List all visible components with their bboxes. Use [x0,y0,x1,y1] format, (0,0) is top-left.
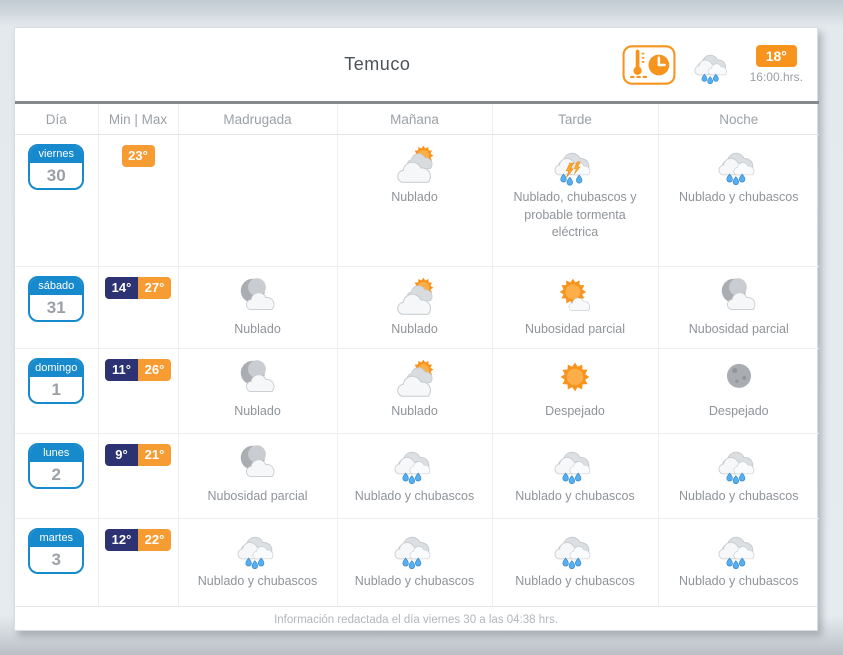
rain-icon [338,441,492,485]
rain-icon [493,526,658,570]
rain-icon [692,46,734,84]
forecast-cell: Nubosidad parcial [493,267,658,339]
forecast-cell: Despejado [659,349,820,421]
sun-cloud-icon [338,356,492,400]
forecast-cell: Nublado y chubascos [659,135,820,207]
storm-icon [493,142,658,186]
moon-cloud-icon [179,441,337,485]
forecast-row-sabado: sábado 31 14° 27° Nublado Nublado Nubosida… [15,266,820,349]
forecast-cell: Nublado y chubascos [338,434,492,506]
forecast-cell: Nublado y chubascos [338,519,492,591]
sun-cloud-icon [338,142,492,186]
current-temp-block: 18° 16:00.hrs. [750,45,803,84]
max-temp: 22° [138,529,171,551]
current-time-label: 16:00.hrs. [749,70,803,84]
max-temp: 23° [121,145,155,167]
rain-icon [659,526,820,570]
max-temp: 27° [138,277,171,299]
moon-cloud-icon [659,274,820,318]
column-header-manana: Mañana [336,101,492,135]
day-badge: sábado 31 [28,276,85,322]
minmax-badge: 14° 27° [105,277,171,299]
rain-icon [338,526,492,570]
forecast-cell: Despejado [493,349,658,421]
city-title: Temuco [344,54,411,74]
min-temp: 9° [105,444,138,466]
widget-header: Temuco 18° 16:00.hrs. [15,28,817,101]
min-temp: 12° [105,529,138,551]
moon-icon [659,356,820,400]
rain-icon [659,441,820,485]
sun-icon [493,356,658,400]
forecast-cell: Nublado y chubascos [659,519,820,591]
forecast-cell: Nublado [179,267,337,339]
forecast-cell: Nublado, chubascos y probable tormenta e… [493,135,658,242]
forecast-cell: Nublado y chubascos [493,519,658,591]
forecast-cell: Nublado y chubascos [179,519,337,591]
forecast-row-martes: martes 3 12° 22° Nublado y chubascos Nubla… [15,518,820,606]
day-badge: lunes 2 [28,443,85,489]
column-header-noche: Noche [657,101,819,135]
current-conditions: 18° 16:00.hrs. [622,43,803,87]
forecast-cell: Nublado [338,135,492,207]
rain-icon [493,441,658,485]
widget-footer: Información redactada el día viernes 30 … [15,605,817,634]
forecast-row-lunes: lunes 2 9° 21° Nubosidad parcial Nublado y… [15,433,820,519]
min-temp: 11° [105,359,138,381]
column-header-tarde: Tarde [491,101,658,135]
forecast-cell: Nubosidad parcial [179,434,337,506]
partly-sunny-icon [493,274,658,318]
max-temp: 26° [138,359,171,381]
weather-widget-card: Temuco 18° 16:00.hrs. Día Min | Max Madr… [14,27,819,634]
forecast-cell [179,135,337,186]
moon-cloud-icon [179,356,337,400]
column-header-row: Día Min | Max Madrugada Mañana Tarde Noc… [15,101,819,135]
forecast-cell: Nubosidad parcial [659,267,820,339]
rain-icon [659,142,820,186]
empty-icon [179,142,337,186]
sun-cloud-icon [338,274,492,318]
max-temp: 21° [138,444,171,466]
thermo-clock-icon[interactable] [622,43,676,87]
forecast-cell: Nublado y chubascos [659,434,820,506]
issued-info-note: Información redactada el día viernes 30 … [274,614,558,626]
column-header-dia: Día [15,101,98,135]
minmax-badge: 12° 22° [105,529,171,551]
forecast-cell: Nublado [179,349,337,421]
forecast-cell: Nublado y chubascos [493,434,658,506]
forecast-row-viernes: viernes 30 23° Nublado Nublado, chubascos… [15,134,820,267]
minmax-badge: 23° [121,145,155,167]
forecast-cell: Nublado [338,349,492,421]
current-temp-badge: 18° [755,45,797,67]
column-header-minmax: Min | Max [97,101,178,135]
moon-cloud-icon [179,274,337,318]
day-badge: domingo 1 [28,358,85,404]
forecast-table: Día Min | Max Madrugada Mañana Tarde Noc… [15,101,819,606]
forecast-row-domingo: domingo 1 11° 26° Nublado Nublado Despejad… [15,348,820,434]
forecast-cell: Nublado [338,267,492,339]
day-badge: viernes 30 [28,144,85,190]
minmax-badge: 9° 21° [105,444,171,466]
rain-icon [179,526,337,570]
day-badge: martes 3 [28,528,85,574]
minmax-badge: 11° 26° [105,359,171,381]
min-temp: 14° [105,277,138,299]
column-header-madrugada: Madrugada [177,101,337,135]
